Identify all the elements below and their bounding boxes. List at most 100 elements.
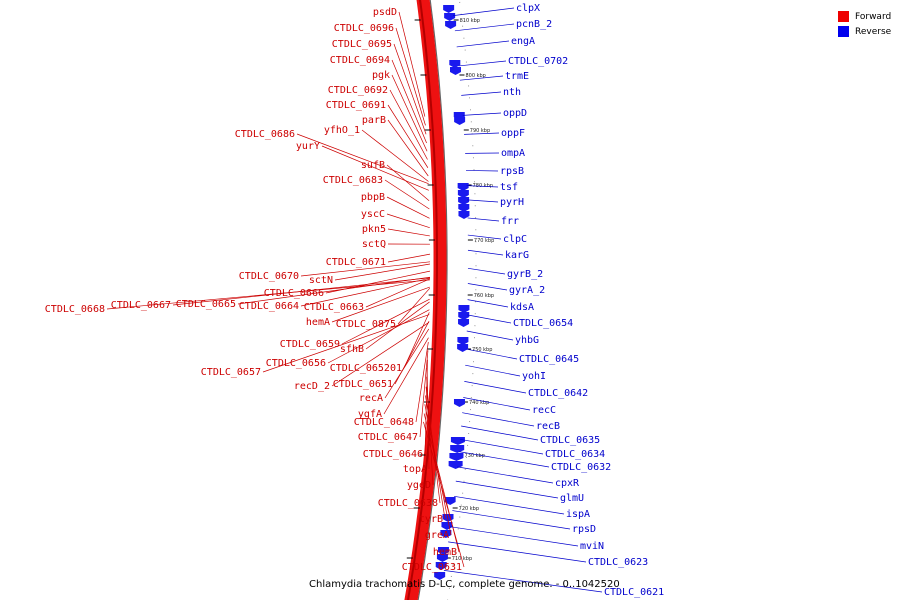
forward-connector [300, 261, 431, 277]
forward-gene-label-yfho-1: yfhO_1 [324, 125, 360, 136]
reverse-feature [454, 117, 466, 125]
forward-connector [383, 337, 429, 415]
forward-strand-ring [404, 0, 447, 600]
reverse-swatch [838, 26, 849, 37]
connector-layer [106, 7, 603, 593]
forward-connector [395, 27, 426, 126]
reverse-connector [448, 541, 587, 563]
forward-gene-label-ctdlc-0670: CTDLC_0670 [239, 271, 299, 282]
forward-gene-label-pgk: pgk [372, 70, 390, 81]
reverse-gene-label-ctdlc-0623: CTDLC_0623 [588, 557, 648, 568]
forward-connector [387, 228, 430, 237]
tick-label: 790 kbp [470, 128, 490, 134]
reverse-gene-label-ctdlc-0634: CTDLC_0634 [545, 449, 605, 460]
reverse-connector [465, 364, 521, 377]
reverse-feature [458, 204, 470, 212]
forward-gene-label-ctdlc-065201: CTDLC_065201 [330, 363, 402, 374]
forward-gene-label-ctdlc-0638: CTDLC_0638 [378, 498, 438, 509]
reverse-gene-label-ctdlc-0642: CTDLC_0642 [528, 388, 588, 399]
reverse-gene-label-ispa: ispA [566, 509, 590, 520]
forward-gene-label-ygfa: ygfA [358, 409, 382, 420]
reverse-gene-label-karg: karG [505, 250, 529, 261]
forward-gene-label-ctdlc-0651: CTDLC_0651 [333, 379, 393, 390]
tick-label: 770 kbp [474, 238, 494, 244]
forward-connector [321, 145, 429, 191]
reverse-connector [455, 480, 559, 499]
forward-gene-label-ctdlc-0666: CTDLC_0666 [264, 288, 324, 299]
reverse-connector [461, 425, 539, 441]
reverse-connector [461, 91, 502, 96]
reverse-gene-label-ctdlc-0635: CTDLC_0635 [540, 435, 600, 446]
reverse-gene-label-ompa: ompA [501, 148, 525, 159]
reverse-connector [467, 283, 508, 291]
legend-forward-label: Forward [855, 11, 892, 22]
forward-gene-label-hema: hemA [306, 317, 330, 328]
tick-label: 810 kbp [460, 18, 480, 24]
reverse-feature [440, 530, 452, 538]
forward-gene-label-yged: ygeD [407, 480, 431, 491]
forward-connector [391, 74, 428, 152]
forward-gene-label-ctdlc-0657: CTDLC_0657 [201, 367, 261, 378]
forward-gene-label-ctdlc-0691: CTDLC_0691 [326, 100, 386, 111]
reverse-connector [454, 495, 565, 515]
forward-gene-label-ctdlc-0694: CTDLC_0694 [330, 55, 390, 66]
forward-gene-label-tyrb: tyrB [419, 514, 443, 525]
reverse-gene-label-yohi: yohI [522, 371, 546, 382]
reverse-feature [436, 554, 448, 562]
reverse-feature [449, 60, 461, 68]
forward-connector [327, 309, 430, 364]
reverse-gene-label-tsf: tsf [500, 182, 518, 193]
reverse-gene-label-trme: trmE [505, 71, 529, 82]
reverse-connector [462, 112, 502, 116]
reverse-feature [434, 572, 446, 580]
forward-connector [300, 277, 430, 307]
forward-connector [423, 421, 465, 568]
reverse-feature [458, 211, 470, 219]
reverse-gene-label-ctdlc-0632: CTDLC_0632 [551, 462, 611, 473]
reverse-feature [444, 13, 456, 21]
reverse-connector [464, 132, 500, 135]
forward-gene-label-ctdlc-0646: CTDLC_0646 [363, 449, 423, 460]
reverse-feature [457, 190, 469, 198]
forward-connector [384, 179, 430, 210]
reverse-feature [450, 437, 465, 445]
legend: Forward Reverse [838, 9, 891, 39]
ring-layer [404, 0, 477, 600]
reverse-gene-label-gyra-2: gyrA_2 [509, 285, 545, 296]
reverse-gene-label-mvin: mviN [580, 541, 604, 552]
forward-connector [387, 253, 431, 263]
reverse-gene-label-enga: engA [511, 36, 535, 47]
reverse-feature [450, 445, 465, 453]
reverse-connector [459, 438, 544, 455]
forward-connector [397, 287, 431, 325]
reverse-gene-label-recb: recB [536, 421, 560, 432]
reverse-gene-label-clpc: clpC [503, 234, 527, 245]
forward-gene-label-sufb: sufB [361, 160, 385, 171]
reverse-connector [458, 451, 550, 468]
reverse-connector [457, 466, 554, 484]
forward-gene-label-ctdlc-0659: CTDLC_0659 [280, 339, 340, 350]
forward-connector [365, 278, 431, 308]
forward-connector [387, 119, 429, 177]
reverse-gene-label-ctdlc-0654: CTDLC_0654 [513, 318, 573, 329]
reverse-feature [449, 453, 464, 461]
reverse-connector [467, 267, 506, 275]
reverse-gene-label-ctdlc-0621: CTDLC_0621 [604, 587, 664, 598]
reverse-gene-label-glmu: glmU [560, 493, 584, 504]
reverse-connector [452, 510, 571, 530]
reverse-gene-label-kdsa: kdsA [510, 302, 534, 313]
reverse-feature [458, 312, 470, 320]
reverse-gene-label-yhbg: yhbG [515, 335, 539, 346]
legend-reverse: Reverse [838, 24, 891, 39]
forward-gene-label-ctdlc-0647: CTDLC_0647 [358, 432, 418, 443]
forward-gene-label-ctdlc-0631: CTDLC_0631 [402, 562, 462, 573]
reverse-feature [458, 305, 470, 313]
reverse-connector [465, 170, 499, 172]
forward-gene-label-parb: parB [362, 115, 386, 126]
reverse-gene-label-oppd: oppD [503, 108, 527, 119]
reverse-feature [457, 337, 469, 345]
forward-gene-label-sfhb: sfhB [340, 344, 364, 355]
reverse-connector [454, 23, 515, 32]
forward-gene-label-ctdlc-0683: CTDLC_0683 [323, 175, 383, 186]
